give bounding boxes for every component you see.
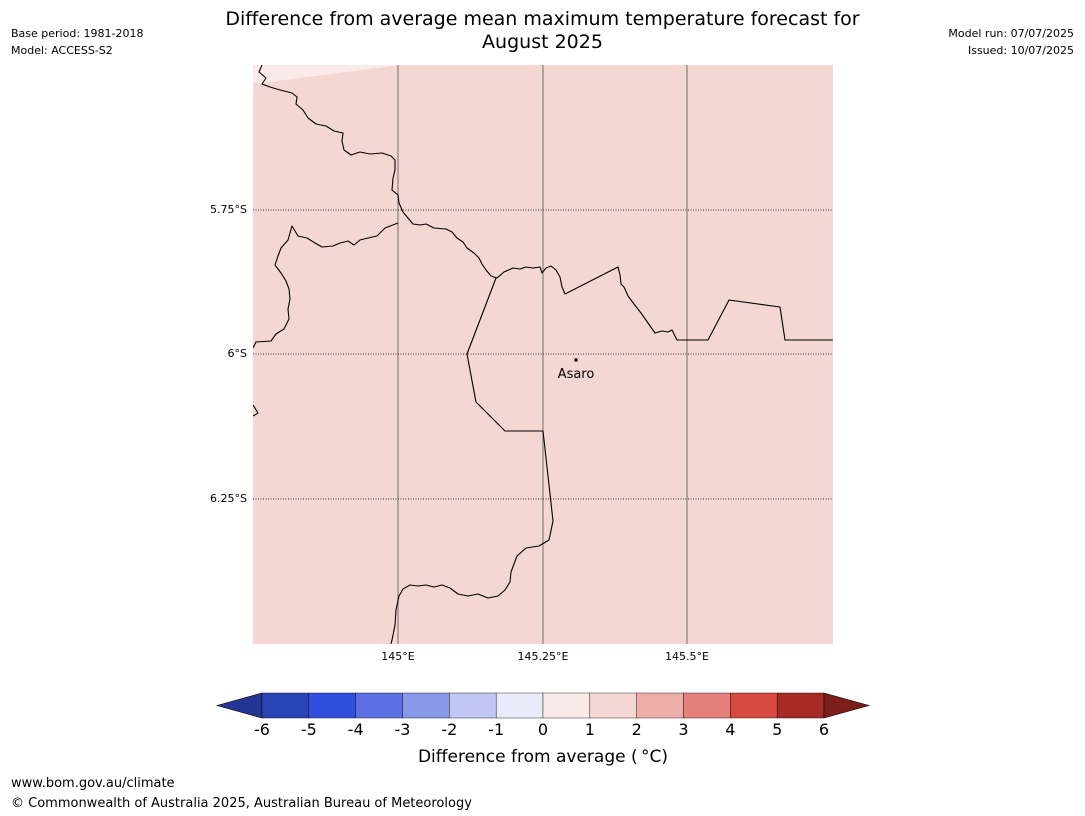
colorbar-extend-high (823, 692, 871, 719)
colorbar-bin (683, 692, 731, 719)
lat-label: 6°S (227, 347, 247, 360)
colorbar-extend-low (215, 692, 263, 719)
colorbar-tick-label: -4 (347, 720, 364, 739)
colorbar-bin (542, 692, 591, 719)
map-title: Difference from average mean maximum tem… (180, 8, 905, 54)
colorbar-tick-label: -2 (441, 720, 458, 739)
model-run-text: Model run: 07/07/2025 (948, 27, 1074, 40)
lon-label: 145°E (381, 650, 415, 663)
colorbar-tick-label: 1 (584, 720, 595, 739)
colorbar-bin (355, 692, 403, 719)
model-text: Model: ACCESS-S2 (11, 44, 113, 57)
colorbar-tick-label: -1 (488, 720, 505, 739)
place-label: Asaro (558, 367, 595, 382)
colorbar-bin (261, 692, 310, 719)
footer-url: www.bom.gov.au/climate (11, 776, 175, 791)
colorbar-bin (589, 692, 637, 719)
colorbar-tick-label: 3 (678, 720, 689, 739)
lat-label: 5.75°S (210, 203, 247, 216)
place-marker (574, 358, 578, 362)
colorbar-tick-label: 2 (631, 720, 642, 739)
boundary-north (258, 65, 833, 341)
colorbar-bin (449, 692, 497, 719)
map-title-line1: Difference from average mean maximum tem… (225, 8, 860, 30)
lon-label: 145.25°E (517, 650, 569, 663)
colorbar-bin (636, 692, 684, 719)
lon-label: 145.5°E (665, 650, 709, 663)
footer-copyright: © Commonwealth of Australia 2025, Austra… (11, 796, 472, 811)
boundary-east (390, 277, 554, 644)
metadata-left: Base period: 1981-2018 Model: ACCESS-S2 (11, 25, 143, 59)
map-panel: Asaro (253, 65, 833, 644)
base-period-text: Base period: 1981-2018 (11, 27, 144, 40)
colorbar-tick-label: -3 (394, 720, 411, 739)
issued-text: Issued: 10/07/2025 (967, 44, 1074, 57)
lat-label: 6.25°S (210, 492, 247, 505)
colorbar-tick-label: 6 (818, 720, 830, 739)
boundary-west (253, 222, 399, 349)
map-title-line2: August 2025 (482, 31, 603, 53)
colorbar-tick-label: -6 (254, 720, 270, 739)
colorbar-bin (776, 692, 825, 719)
province-boundaries (253, 65, 833, 644)
metadata-right: Model run: 07/07/2025 Issued: 10/07/2025 (948, 25, 1074, 59)
colorbar-bin (402, 692, 450, 719)
map-corner-region (253, 65, 400, 83)
colorbar-bin (730, 692, 778, 719)
colorbar-tick-label: 4 (725, 720, 736, 739)
boundary-fragment (253, 404, 259, 417)
colorbar (215, 692, 871, 719)
colorbar-bin (308, 692, 356, 719)
colorbar-tick-label: 5 (772, 720, 783, 739)
colorbar-tick-label: -5 (300, 720, 317, 739)
colorbar-tick-label: 0 (537, 720, 549, 739)
colorbar-bin (495, 692, 544, 719)
colorbar-label: Difference from average ( °C) (417, 747, 669, 767)
